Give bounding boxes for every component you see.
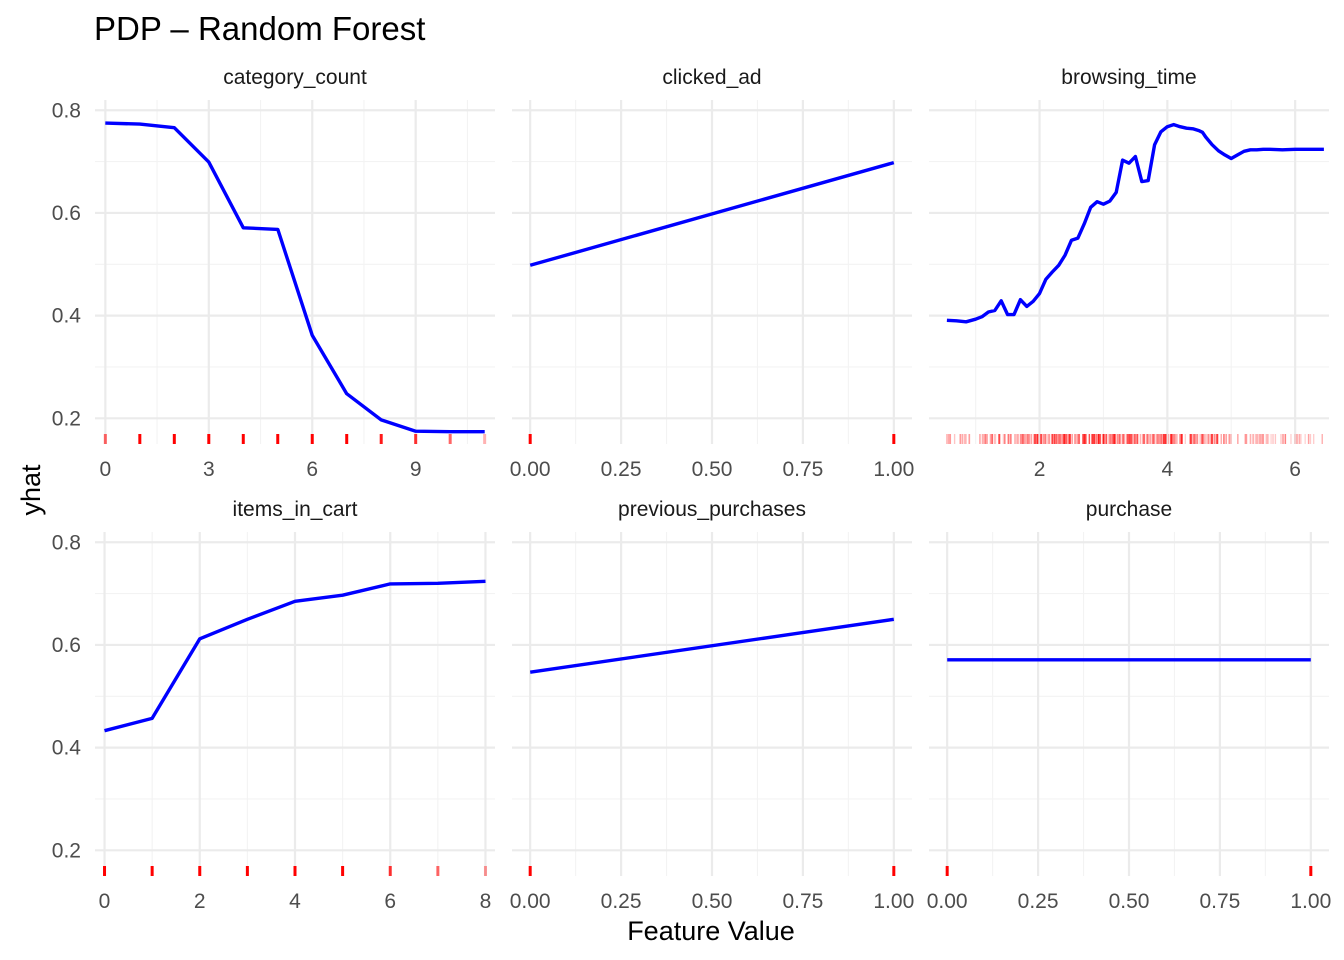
- panel-label-previous-purchases: previous_purchases: [618, 498, 806, 521]
- y-tick-label: 0.6: [52, 634, 81, 657]
- panel-clicked-ad: clicked_ad 0.00 0.25 0.50 0.75 1.00: [510, 66, 915, 481]
- y-axis-title: yhat: [16, 464, 46, 516]
- panel-category-count: category_count 0.2 0.4 0.6 0.8 0 3 6 9: [52, 66, 495, 481]
- x-tick-label: 2: [194, 890, 206, 913]
- panel-label-purchase: purchase: [1086, 498, 1172, 521]
- x-tick-label: 0.75: [1199, 890, 1240, 913]
- x-tick-label: 8: [480, 890, 492, 913]
- y-tick-label: 0.8: [52, 531, 81, 554]
- x-tick-label: 6: [384, 890, 396, 913]
- x-tick-label: 4: [289, 890, 301, 913]
- x-tick-label: 1.00: [873, 890, 914, 913]
- x-tick-label: 0.00: [510, 458, 551, 481]
- chart-title: PDP – Random Forest: [94, 10, 425, 47]
- pdp-line-category-count: [105, 121, 485, 434]
- panel-previous-purchases: previous_purchases 0.00 0.25 0.50 0.75 1.00: [510, 498, 915, 913]
- x-tick-label: 0.25: [1018, 890, 1059, 913]
- y-tick-label: 0.6: [52, 202, 81, 225]
- y-tick-label: 0.4: [52, 737, 82, 760]
- panel-grid: category_count 0.2 0.4 0.6 0.8 0 3 6 9 clicked_ad…: [52, 66, 1331, 913]
- x-tick-label: 2: [1034, 458, 1046, 481]
- x-axis-title: Feature Value: [627, 916, 795, 946]
- x-tick-label: 0.75: [782, 890, 823, 913]
- x-tick-label: 1.00: [873, 458, 914, 481]
- x-tick-label: 0: [100, 458, 112, 481]
- panel-browsing-time: browsing_time 2 4 6: [929, 66, 1329, 481]
- x-tick-label: 6: [306, 458, 318, 481]
- panel-label-category-count: category_count: [223, 66, 367, 89]
- y-tick-label: 0.4: [52, 305, 82, 328]
- x-tick-label: 1.00: [1290, 890, 1331, 913]
- x-tick-label: 0.00: [510, 890, 551, 913]
- pdp-line-browsing-time: [946, 122, 1324, 324]
- panel-purchase: purchase 0.00 0.25 0.50 0.75 1.00: [927, 498, 1332, 913]
- panel-items-in-cart: items_in_cart 0.2 0.4 0.6 0.8 0 2 4 6 8: [52, 498, 495, 913]
- y-tick-label: 0.2: [52, 407, 81, 430]
- x-tick-label: 0.50: [692, 890, 733, 913]
- pdp-line-clicked-ad: [529, 160, 895, 267]
- panel-label-browsing-time: browsing_time: [1061, 66, 1196, 89]
- x-tick-label: 0.25: [601, 890, 642, 913]
- x-tick-label: 6: [1289, 458, 1301, 481]
- x-tick-label: 0.50: [692, 458, 733, 481]
- x-tick-label: 0: [99, 890, 111, 913]
- panel-label-clicked-ad: clicked_ad: [662, 66, 761, 89]
- panel-label-items-in-cart: items_in_cart: [233, 498, 358, 521]
- x-tick-label: 0.25: [601, 458, 642, 481]
- y-tick-label: 0.8: [52, 99, 81, 122]
- x-tick-label: 9: [410, 458, 422, 481]
- x-tick-label: 0.00: [927, 890, 968, 913]
- x-tick-label: 0.75: [782, 458, 823, 481]
- pdp-line-items-in-cart: [104, 579, 486, 733]
- pdp-line-previous-purchases: [529, 617, 895, 674]
- x-tick-label: 3: [203, 458, 215, 481]
- y-tick-label: 0.2: [52, 839, 81, 862]
- x-tick-label: 4: [1161, 458, 1173, 481]
- x-tick-label: 0.50: [1109, 890, 1150, 913]
